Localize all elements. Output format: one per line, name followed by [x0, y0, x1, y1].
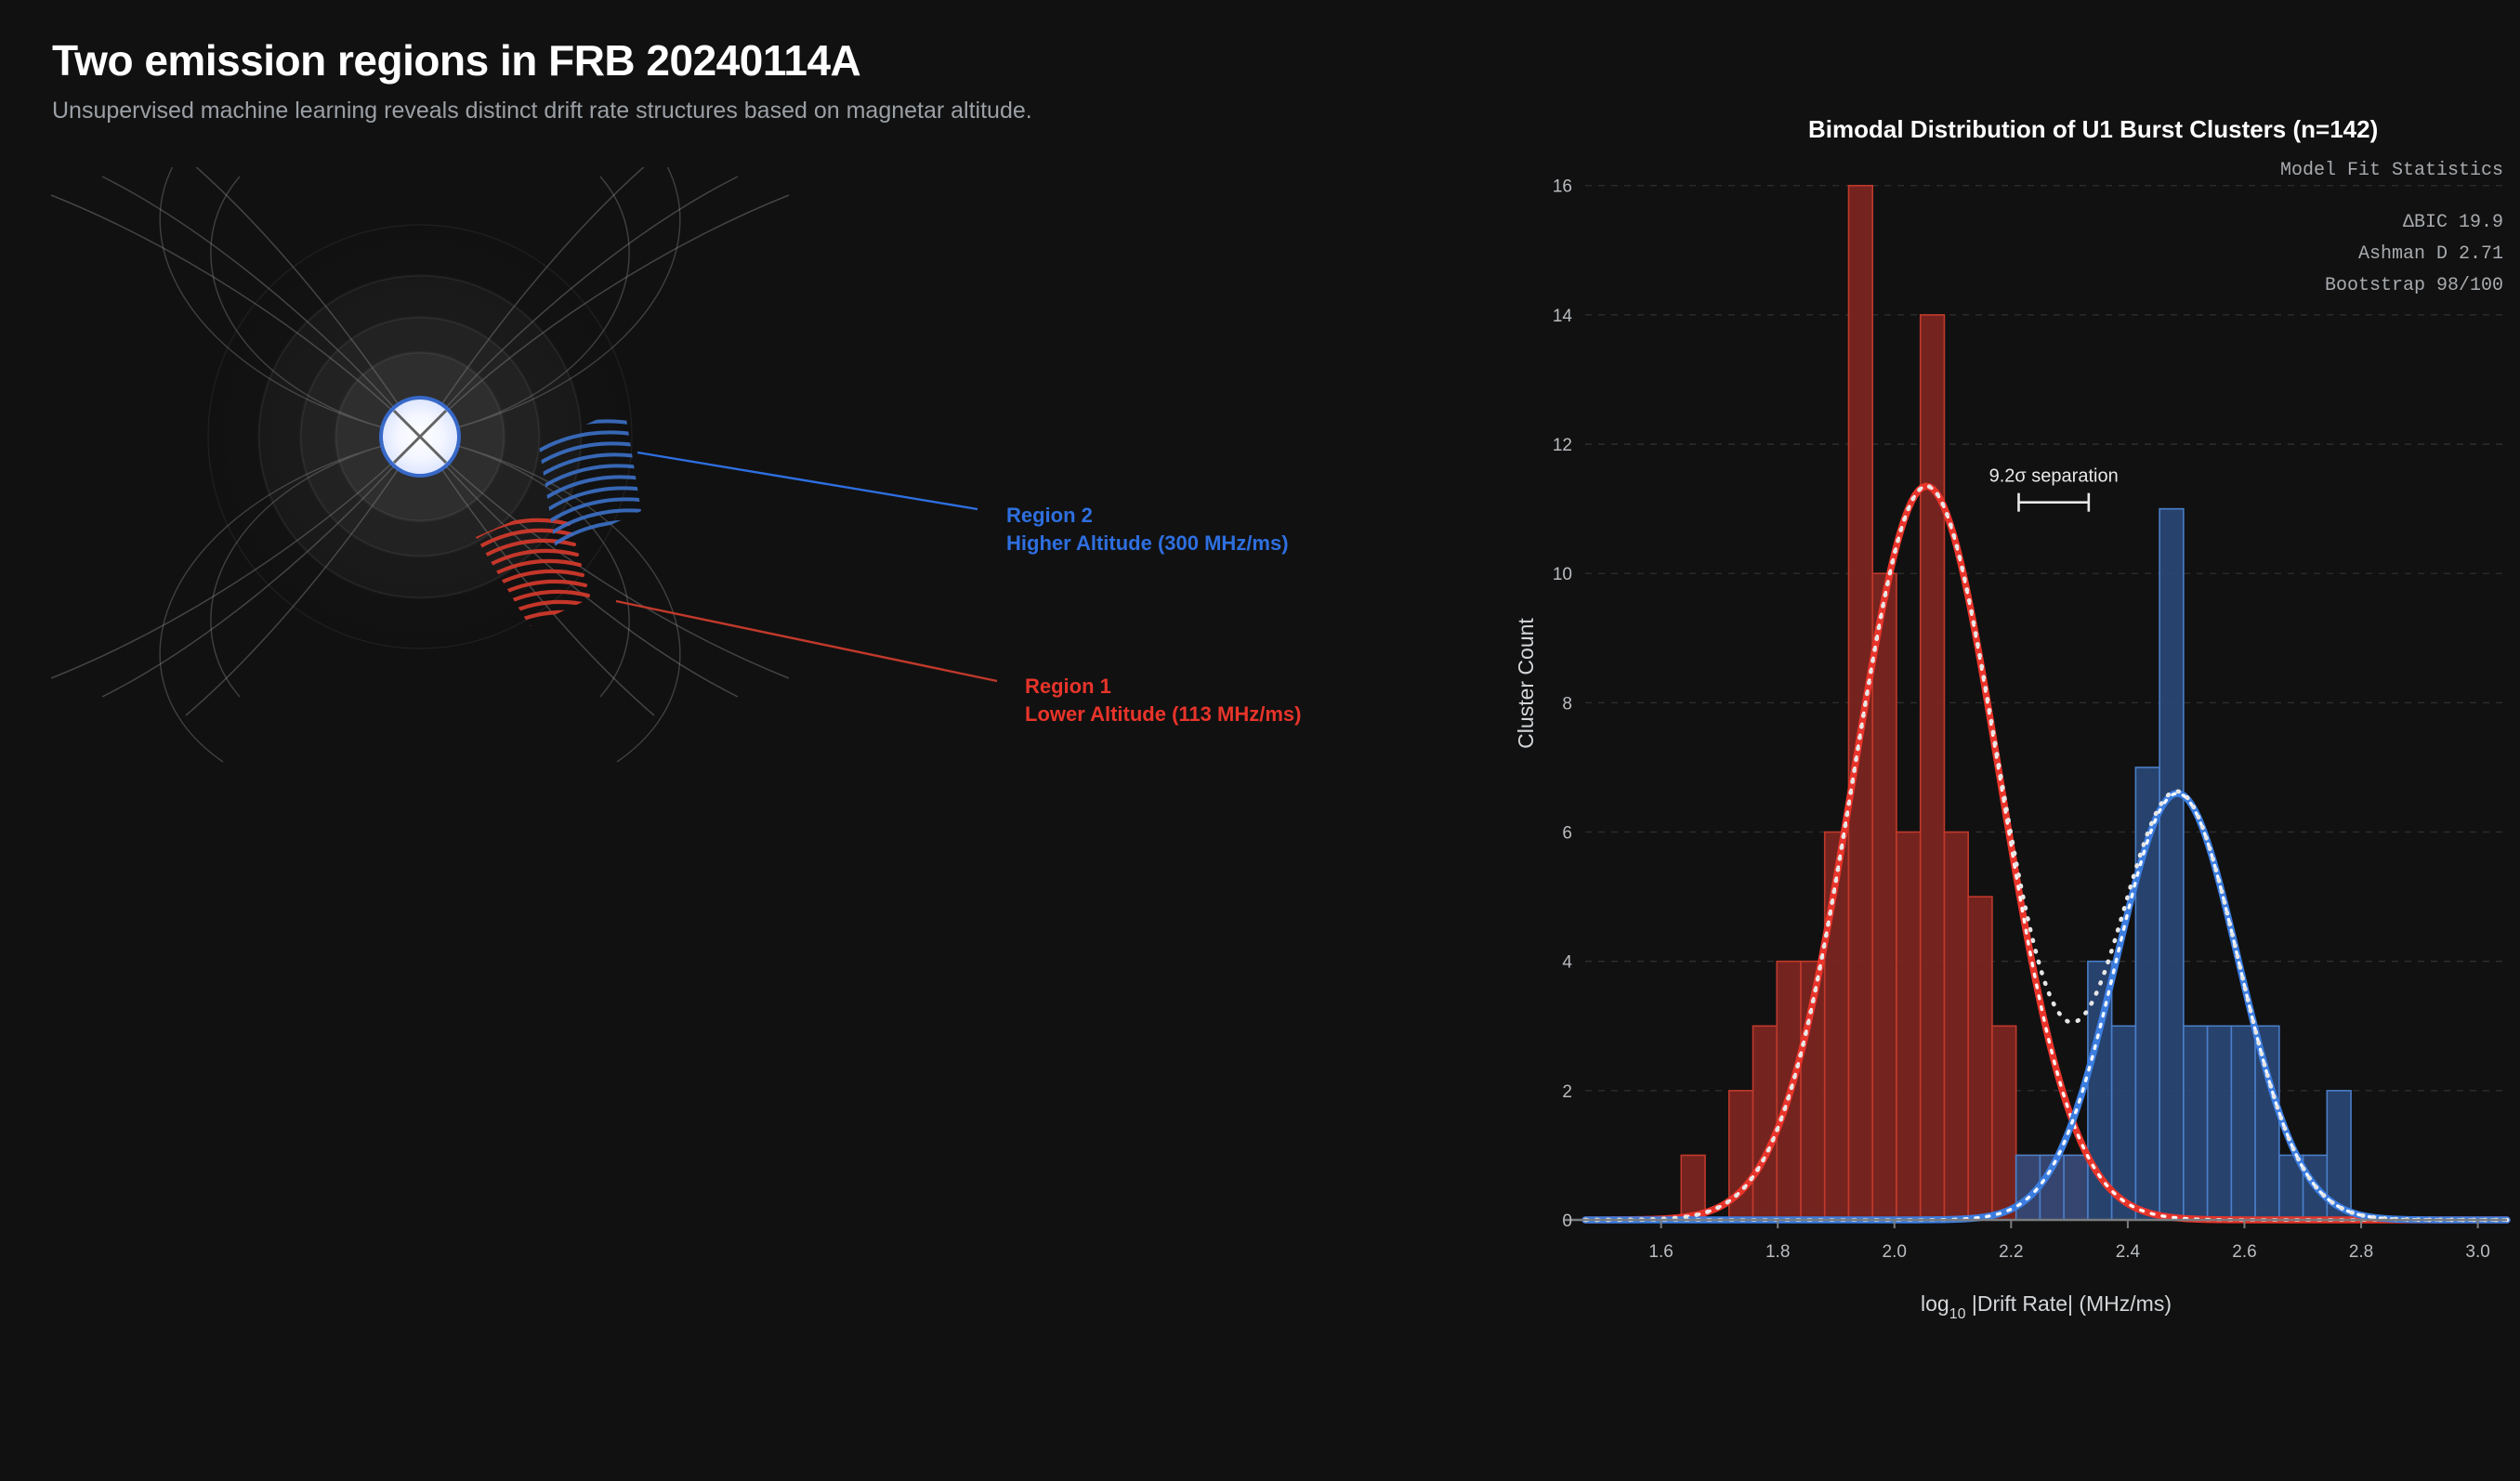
region1-detail: Lower Altitude (113 MHz/ms)	[1025, 702, 1301, 726]
combined-model-curve	[1582, 483, 2510, 1223]
chart-annotations: 9.2σ separation	[1989, 466, 2119, 512]
gaussian-fit-curve	[1582, 482, 2511, 1224]
histogram-bar	[1680, 1154, 1706, 1221]
dipole-loops	[159, 167, 681, 763]
y-axis-tick-label: 10	[1553, 565, 1572, 584]
stats-row: Bootstrap 98/100	[2325, 275, 2503, 296]
stats-box-title: Model Fit Statistics	[2280, 160, 2503, 181]
histogram-bar	[2183, 1025, 2209, 1221]
y-axis-tick-label: 12	[1553, 436, 1572, 455]
magnetic-field-lines	[50, 167, 790, 716]
x-axis-tick-label: 1.6	[1648, 1242, 1673, 1262]
x-axis-tick-label: 2.2	[1999, 1242, 2023, 1262]
histogram-bar	[2063, 1154, 2089, 1221]
histogram-bar	[2159, 507, 2185, 1221]
y-axis-tick-label: 0	[1562, 1212, 1572, 1231]
magnetar-diagram: Region 2 Higher Altitude (300 MHz/ms) Re…	[50, 167, 1301, 763]
stats-row: ΔBIC 19.9	[2403, 212, 2503, 233]
x-axis-tick-label: 1.8	[1765, 1242, 1790, 1262]
y-axis-tick-label: 8	[1562, 694, 1572, 714]
y-axis-tick-label: 2	[1562, 1082, 1572, 1102]
x-axis-label: log10 |Drift Rate| (MHz/ms)	[1921, 1291, 2172, 1322]
histogram-bar	[2206, 1025, 2233, 1221]
y-axis-tick-label: 4	[1562, 953, 1572, 973]
y-axis-tick-label: 16	[1553, 177, 1572, 197]
histogram-bar	[1991, 1025, 2017, 1221]
x-axis-tick-label: 2.4	[2116, 1242, 2141, 1262]
x-axis-tick-label: 2.6	[2232, 1242, 2256, 1262]
y-axis-tick-label: 14	[1553, 307, 1573, 326]
gaussian-fit-dots	[1583, 484, 2509, 1222]
x-axis-tick-label: 2.8	[2349, 1242, 2373, 1262]
histogram-bar	[1919, 314, 1946, 1221]
page-subtitle: Unsupervised machine learning reveals di…	[52, 97, 1032, 124]
header: Two emission regions in FRB 20240114A Un…	[52, 37, 1539, 125]
chart-panel: Bimodal Distribution of U1 Burst Cluster…	[1513, 93, 2520, 1412]
histogram-bar	[1800, 960, 1826, 1221]
histogram-bar	[1896, 831, 1922, 1221]
region2-label: Region 2	[1006, 504, 1093, 527]
chart-title: Bimodal Distribution of U1 Burst Cluster…	[1808, 115, 2379, 143]
page-title: Two emission regions in FRB 20240114A	[52, 36, 861, 85]
stats-box: Model Fit Statistics ΔBIC 19.9 Ashman D 2.…	[2280, 160, 2503, 296]
magnetar-core	[379, 396, 461, 478]
histogram-bar	[1871, 572, 1897, 1221]
region2-leader-line	[637, 451, 978, 511]
region1-leader-line	[615, 599, 998, 683]
fit-curves	[1582, 482, 2511, 1224]
histogram-bar	[1776, 960, 1802, 1221]
separation-annotation-text: 9.2σ separation	[1989, 466, 2119, 487]
y-axis-label: Cluster Count	[1514, 618, 1538, 749]
histogram-bar	[1752, 1025, 1778, 1221]
histogram-bar	[1967, 896, 1993, 1221]
axes: 0 2 4 6 8 10 12 14 16 1.6 1.8 2.0 2.2 2.4 2.6 2.8 3.0 log…	[1514, 177, 2507, 1322]
histogram-bar	[1943, 831, 1969, 1221]
histogram-chart: 9.2σ separation 0 2 4 6 8 10 12 14 16 1.6 1.8 2.0 2.…	[1514, 160, 2511, 1322]
stats-row: Ashman D 2.71	[2358, 243, 2503, 265]
x-axis-tick-label: 2.0	[1883, 1242, 1907, 1262]
region2-detail: Higher Altitude (300 MHz/ms)	[1006, 531, 1289, 555]
x-axis-tick-label: 3.0	[2465, 1242, 2489, 1262]
y-axis-tick-label: 6	[1562, 824, 1572, 844]
grid-lines	[1585, 185, 2507, 1092]
histogram-bar	[2230, 1025, 2256, 1221]
region1-label: Region 1	[1025, 675, 1111, 698]
magnetar-diagram-panel: Region 2 Higher Altitude (300 MHz/ms) Re…	[0, 167, 1524, 1329]
